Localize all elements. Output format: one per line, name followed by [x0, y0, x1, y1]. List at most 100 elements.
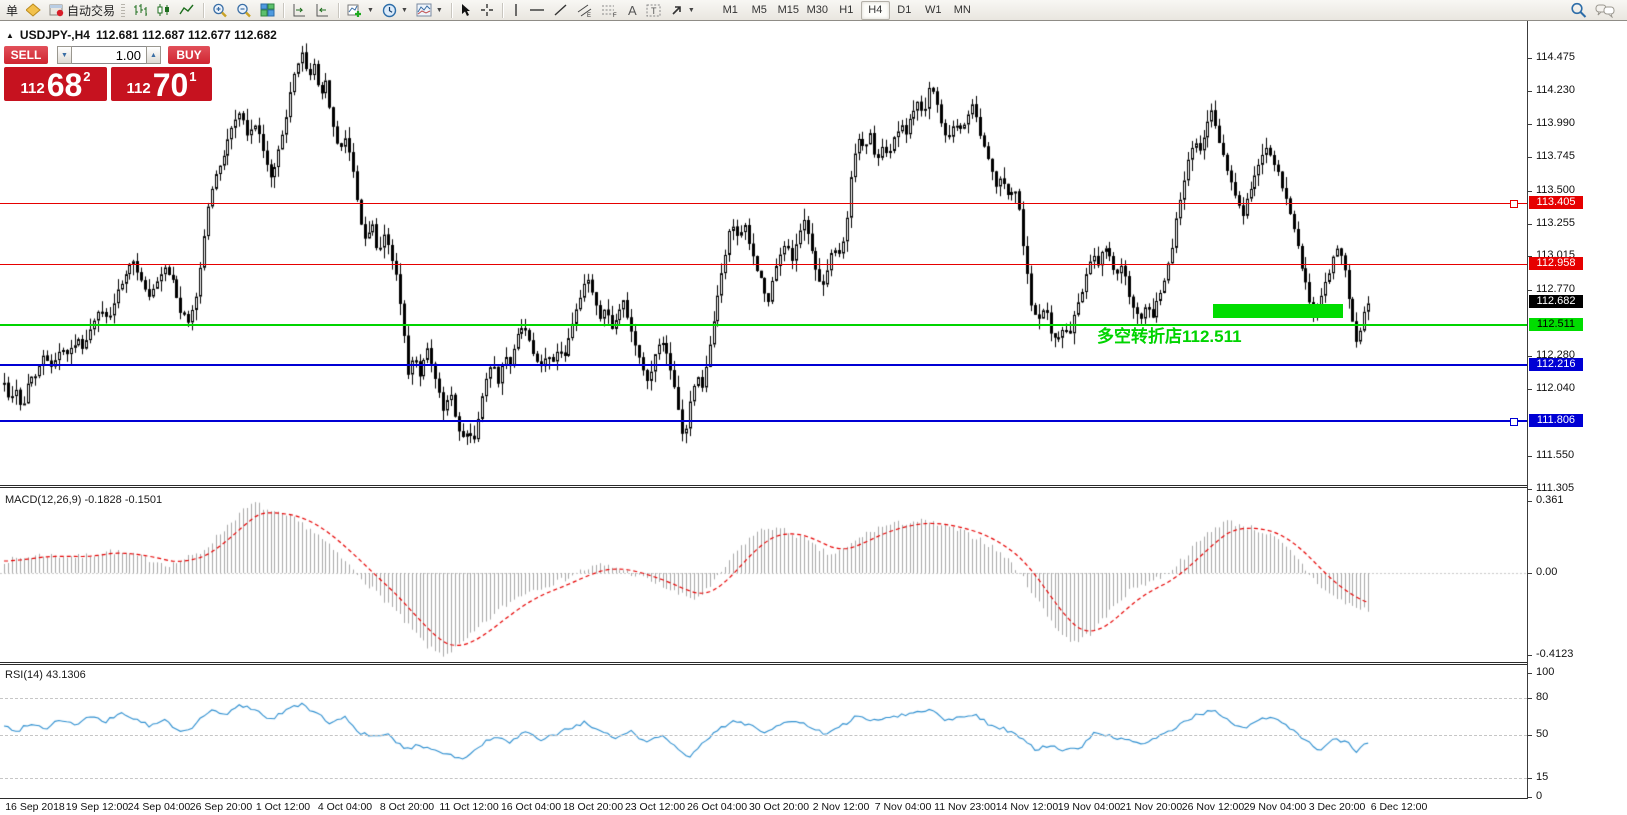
equidistant-channel-icon: E	[576, 3, 593, 18]
toolbar-separator	[450, 2, 452, 18]
sell-price-button[interactable]: 112 68 2	[4, 67, 107, 101]
window-separator[interactable]	[0, 485, 1527, 488]
timeframe-m1[interactable]: M1	[722, 4, 738, 16]
arrows-button[interactable]: ▼	[667, 1, 698, 19]
search-button[interactable]	[1567, 1, 1590, 19]
autotrading-button[interactable]: 自动交易	[46, 1, 118, 19]
periods-clock-button[interactable]: ▼	[379, 1, 411, 19]
collapse-triangle-icon[interactable]: ▲	[6, 30, 14, 40]
rsi-grid-line-80	[0, 697, 1527, 699]
crosshair-button[interactable]	[477, 1, 497, 19]
timeframe-h1[interactable]: H1	[839, 4, 854, 16]
zoom-in-button[interactable]	[209, 1, 231, 19]
axis-tick	[1528, 157, 1532, 159]
autotrading-icon	[49, 3, 64, 17]
add-indicator-button[interactable]: ▼	[344, 1, 377, 19]
price-tick-label: 113.500	[1536, 183, 1575, 196]
timeframe-m30[interactable]: M30	[806, 4, 828, 16]
auto-scroll-button[interactable]	[289, 1, 310, 19]
horizontal-line-button[interactable]	[526, 1, 548, 19]
buy-price-prefix: 112	[126, 80, 151, 97]
trendline-icon	[553, 3, 568, 17]
price-tick-label: 114.230	[1536, 84, 1575, 97]
chat-button[interactable]	[1592, 1, 1618, 19]
toolbar-separator	[338, 2, 340, 18]
buy-price-button[interactable]: 112 70 1	[111, 67, 212, 101]
chart-shift-icon	[315, 3, 330, 17]
window-separator[interactable]	[0, 662, 1527, 665]
vertical-line-button[interactable]	[508, 1, 524, 19]
price-tag: 112.216	[1529, 357, 1583, 371]
zoom-out-button[interactable]	[233, 1, 255, 19]
equidistant-channel-button[interactable]: E	[573, 1, 596, 19]
volume-increase-button[interactable]: ▲	[146, 46, 161, 64]
price-tick-label: 113.255	[1536, 216, 1575, 229]
rsi-canvas[interactable]	[0, 665, 1527, 798]
dropdown-arrow-icon: ▼	[687, 6, 695, 14]
main-chart-panel: ▲ USDJPY-,H4 112.681 112.687 112.677 112…	[0, 22, 1527, 486]
sell-price-main: 68	[46, 67, 83, 103]
templates-button[interactable]: ▼	[413, 1, 446, 19]
timeframe-mn[interactable]: MN	[953, 4, 971, 16]
crosshair-icon	[480, 3, 494, 17]
chart-file-button[interactable]	[23, 1, 44, 19]
toolbar-separator	[501, 2, 503, 18]
trendline-button[interactable]	[550, 1, 571, 19]
candlestick-chart-button[interactable]	[153, 1, 174, 19]
sell-button[interactable]: SELL	[4, 46, 48, 64]
time-tick-label: 16 Sep 2018	[5, 801, 65, 813]
macd-panel: MACD(12,26,9) -0.1828 -0.1501	[0, 488, 1527, 663]
line-drag-handle[interactable]	[1510, 417, 1518, 426]
text-label-button[interactable]: T	[643, 1, 665, 19]
horizontal-level-line[interactable]	[0, 363, 1527, 366]
timeframe-h4[interactable]: H4	[860, 0, 890, 20]
volume-decrease-button[interactable]: ▼	[57, 46, 72, 64]
toolbar-grip[interactable]	[121, 3, 126, 17]
line-chart-button[interactable]	[176, 1, 198, 19]
cursor-button[interactable]	[457, 1, 475, 19]
svg-text:E: E	[587, 13, 591, 18]
timeframe-w1[interactable]: W1	[925, 4, 942, 16]
svg-text:A: A	[628, 3, 637, 17]
new-order-button[interactable]: 单	[3, 1, 21, 19]
bar-chart-icon	[133, 3, 148, 17]
timeframe-m5[interactable]: M5	[751, 4, 767, 16]
tile-windows-button[interactable]	[257, 1, 278, 19]
spinner-down-icon: ▼	[61, 51, 68, 59]
autotrading-label: 自动交易	[67, 3, 116, 18]
price-tick-label: 113.745	[1536, 150, 1575, 163]
time-tick-label: 26 Nov 12:00	[1181, 801, 1245, 813]
axis-tick	[1528, 455, 1532, 457]
horizontal-level-line[interactable]	[0, 419, 1527, 422]
horizontal-level-line[interactable]	[0, 323, 1527, 326]
timeframe-d1[interactable]: D1	[897, 4, 912, 16]
templates-icon	[416, 3, 432, 17]
turning-point-annotation[interactable]: 多空转折店112.511	[1097, 327, 1242, 346]
line-drag-handle[interactable]	[1510, 200, 1518, 209]
time-tick-label: 19 Sep 12:00	[65, 801, 129, 813]
bar-chart-button[interactable]	[130, 1, 151, 19]
rsi-label: RSI(14) 43.1306	[5, 669, 86, 681]
highlight-rectangle[interactable]	[1213, 304, 1343, 318]
auto-scroll-icon	[292, 3, 307, 17]
macd-canvas[interactable]	[0, 488, 1527, 663]
buy-button[interactable]: BUY	[168, 46, 210, 64]
text-button[interactable]: A	[623, 1, 641, 19]
candlestick-canvas[interactable]	[0, 22, 1527, 486]
time-tick-label: 26 Oct 04:00	[686, 801, 748, 813]
chart-shift-button[interactable]	[312, 1, 333, 19]
price-tag: 112.958	[1529, 257, 1583, 271]
timeframe-m15[interactable]: M15	[777, 4, 799, 16]
time-tick-label: 2 Nov 12:00	[812, 801, 870, 813]
time-tick-label: 14 Nov 12:00	[995, 801, 1059, 813]
axis-tick	[1528, 123, 1532, 125]
macd-axis-label: 0.361	[1536, 493, 1564, 506]
horizontal-level-line[interactable]	[0, 263, 1527, 265]
text-icon: A	[626, 3, 638, 17]
time-tick-label: 6 Dec 12:00	[1370, 801, 1428, 813]
time-tick-label: 7 Nov 04:00	[874, 801, 932, 813]
svg-text:F: F	[613, 13, 617, 18]
volume-input[interactable]	[72, 46, 146, 64]
fibonacci-button[interactable]: F	[598, 1, 621, 19]
horizontal-level-line[interactable]	[0, 202, 1527, 204]
